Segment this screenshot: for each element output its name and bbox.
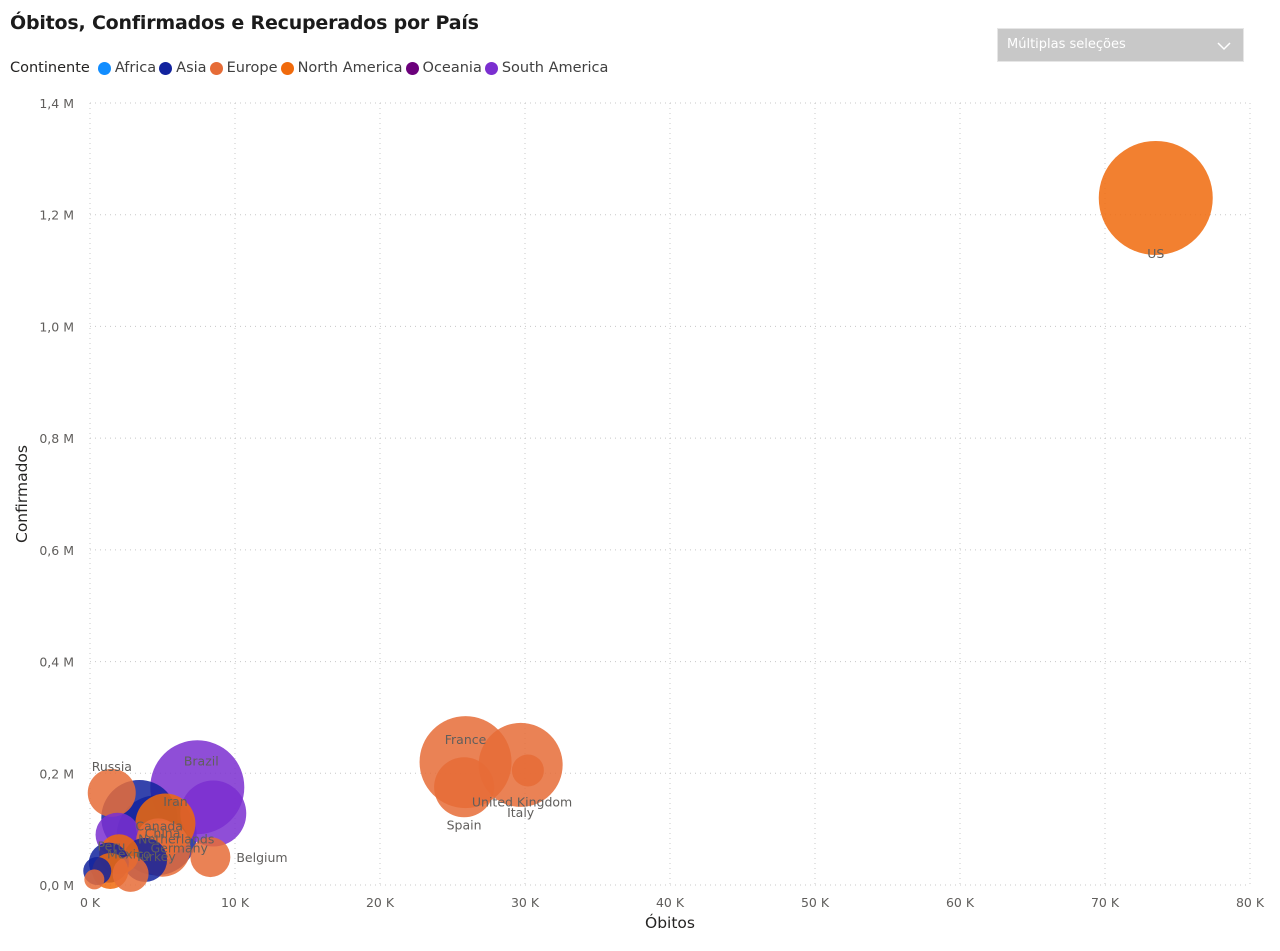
legend-dot-icon — [97, 61, 111, 75]
y-tick-label: 1,4 M — [39, 96, 74, 111]
data-point — [180, 780, 247, 847]
legend-dot-icon — [280, 61, 294, 75]
data-label: Germany — [151, 841, 209, 856]
x-tick-label: 20 K — [366, 895, 395, 910]
data-label: Iran — [163, 794, 187, 809]
data-label: US — [1147, 246, 1164, 261]
x-tick-label: 80 K — [1236, 895, 1265, 910]
legend-label: South America — [501, 60, 609, 76]
legend-label: Asia — [176, 60, 207, 76]
x-axis-title: Óbitos — [645, 913, 695, 932]
legend-item-south-america[interactable]: South America — [484, 60, 609, 76]
y-tick-label: 0,2 M — [39, 766, 74, 781]
data-point — [112, 855, 149, 892]
legend-dot-icon — [159, 61, 173, 75]
chart-legend: Continente Africa Asia Europe North Amer… — [10, 58, 611, 78]
data-point — [84, 869, 105, 890]
legend-label: Africa — [114, 60, 157, 76]
data-label: China — [145, 825, 181, 840]
slicer-selected-value: Múltiplas seleções — [1007, 37, 1126, 52]
data-label: Netherlands — [138, 831, 214, 846]
data-point — [1098, 140, 1213, 255]
data-point — [190, 837, 231, 878]
data-label: Canada — [135, 819, 183, 834]
legend-dot-icon — [405, 61, 419, 75]
data-label: Belgium — [236, 850, 287, 865]
continent-slicer-dropdown[interactable]: Múltiplas seleções — [997, 28, 1244, 62]
legend-title: Continente — [10, 60, 90, 76]
y-tick-label: 0,6 M — [39, 543, 74, 558]
x-tick-label: 10 K — [221, 895, 250, 910]
legend-dot-icon — [209, 61, 223, 75]
x-tick-label: 70 K — [1091, 895, 1120, 910]
x-tick-label: 50 K — [801, 895, 830, 910]
y-tick-label: 0,4 M — [39, 655, 74, 670]
chart-title: Óbitos, Confirmados e Recuperados por Pa… — [10, 12, 479, 34]
legend-dot-icon — [484, 61, 498, 75]
y-tick-label: 0,0 M — [39, 878, 74, 893]
data-label: Brazil — [184, 753, 219, 768]
x-tick-label: 40 K — [656, 895, 685, 910]
data-point — [511, 754, 544, 787]
data-label: France — [445, 732, 487, 747]
x-tick-label: 60 K — [946, 895, 975, 910]
y-tick-label: 1,2 M — [39, 208, 74, 223]
y-axis-title: Confirmados — [13, 445, 31, 543]
data-point — [87, 768, 136, 817]
data-label: Peru — [98, 839, 126, 854]
legend-label: North America — [297, 60, 403, 76]
legend-item-oceania[interactable]: Oceania — [405, 60, 482, 76]
data-label: Italy — [507, 805, 535, 820]
data-label: Spain — [447, 817, 482, 832]
y-tick-label: 1,0 M — [39, 319, 74, 334]
legend-item-europe[interactable]: Europe — [209, 60, 278, 76]
legend-label: Europe — [226, 60, 278, 76]
legend-label: Oceania — [422, 60, 482, 76]
data-point — [434, 757, 495, 818]
legend-item-africa[interactable]: Africa — [97, 60, 157, 76]
data-label: United Kingdom — [472, 794, 572, 809]
y-tick-label: 0,8 M — [39, 431, 74, 446]
data-label: Turkey — [134, 849, 176, 864]
x-tick-label: 30 K — [511, 895, 540, 910]
chevron-down-icon — [1217, 42, 1231, 51]
legend-item-north-america[interactable]: North America — [280, 60, 403, 76]
legend-item-asia[interactable]: Asia — [159, 60, 207, 76]
x-tick-label: 0 K — [80, 895, 101, 910]
data-label: Russia — [92, 759, 132, 774]
data-label: Mexico — [107, 846, 151, 861]
